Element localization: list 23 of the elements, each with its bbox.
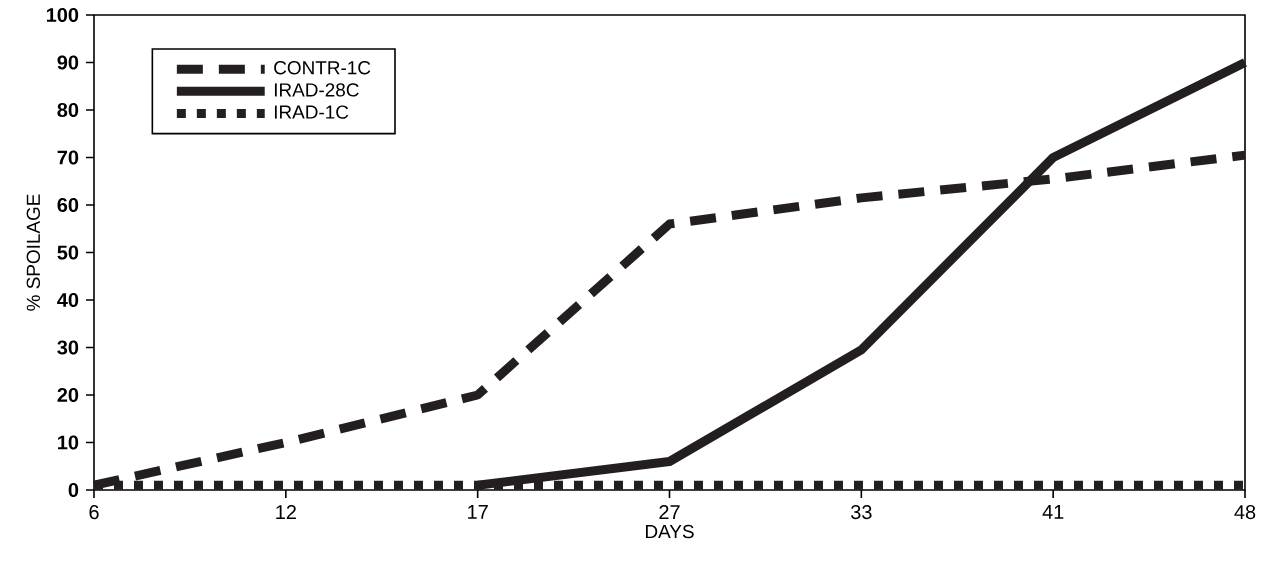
x-tick-label: 12 xyxy=(276,505,296,519)
x-tick-label: 27 xyxy=(659,505,680,519)
y-tick-label: 50 xyxy=(57,245,79,260)
y-axis-title: % SPOILAGE xyxy=(26,194,41,311)
x-tick-label: 48 xyxy=(1234,505,1256,520)
x-tick-label: 33 xyxy=(851,505,872,520)
y-tick-label: 30 xyxy=(57,340,79,355)
x-tick-label: 17 xyxy=(468,505,488,519)
x-axis-title: DAYS xyxy=(645,524,694,539)
y-tick-label: 20 xyxy=(57,387,79,403)
y-tick-label: 80 xyxy=(57,102,79,118)
y-tick-label: 40 xyxy=(57,292,79,308)
legend-label: IRAD-28C xyxy=(274,83,359,97)
y-tick-label: 90 xyxy=(57,55,79,70)
legend-label: CONTR-1C xyxy=(274,61,371,75)
x-tick-label: 6 xyxy=(89,505,99,520)
y-tick-label: 60 xyxy=(57,197,79,213)
y-tick-label: 70 xyxy=(57,150,79,165)
x-tick-label: 41 xyxy=(1042,505,1064,519)
legend-label: IRAD-1C xyxy=(274,105,349,119)
y-tick-label: 10 xyxy=(58,435,79,450)
y-tick-label: 0 xyxy=(68,482,79,498)
y-tick-label: 100 xyxy=(46,7,79,23)
